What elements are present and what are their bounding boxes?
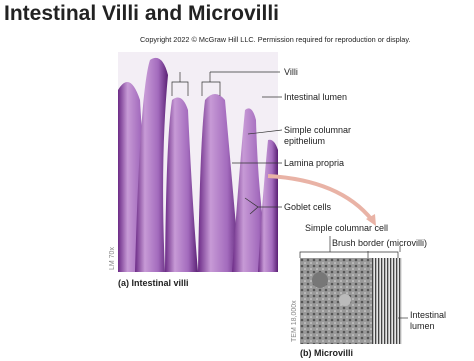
leader-line [367, 246, 401, 258]
label: Brush border (microvilli) [332, 238, 427, 248]
label: Goblet cells [284, 202, 332, 212]
label: Lamina propria [284, 158, 344, 168]
label: Intestinal lumen [284, 92, 347, 102]
labels: Villi Intestinal lumen Simple columnarepit… [284, 67, 351, 212]
label: Intestinal [410, 310, 446, 320]
leader-line [299, 236, 399, 258]
label: Villi [284, 67, 298, 77]
leader-line [244, 197, 282, 215]
villi-micrograph [118, 52, 278, 273]
label: epithelium [284, 136, 325, 146]
arrow [267, 174, 374, 222]
title: Intestinal Villi and Microvilli [4, 2, 279, 25]
caption: (a) Intestinal villi [118, 278, 189, 288]
leader-line [171, 71, 280, 96]
microvilli-micrograph [300, 258, 402, 344]
caption: (b) Microvilli [300, 348, 353, 358]
arrowhead [366, 214, 376, 226]
label: Simple columnar [284, 125, 351, 135]
copyright: Copyright 2022 © McGraw Hill LLC. Permis… [140, 35, 410, 44]
label: Simple columnar cell [305, 223, 388, 233]
leader-line [247, 129, 283, 135]
magnification: TEM 18,000x [291, 300, 298, 342]
label: lumen [410, 321, 435, 331]
magnification: LM 70x [109, 247, 116, 270]
labels: Simple columnar cell Brush border (microv… [305, 223, 446, 331]
